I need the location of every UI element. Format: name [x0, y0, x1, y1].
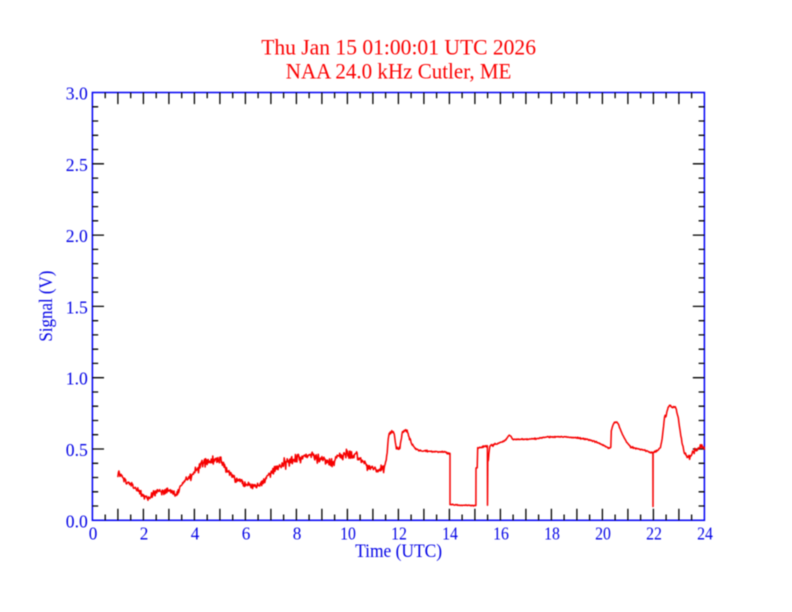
svg-text:Time (UTC): Time (UTC) [355, 542, 442, 562]
svg-text:18: 18 [544, 524, 560, 544]
svg-text:14: 14 [442, 524, 458, 544]
svg-text:4: 4 [191, 524, 200, 544]
svg-text:10: 10 [340, 524, 356, 544]
svg-text:2: 2 [140, 524, 149, 544]
svg-text:20: 20 [595, 524, 611, 544]
svg-text:1.5: 1.5 [66, 297, 88, 317]
svg-text:2.5: 2.5 [66, 155, 88, 175]
svg-text:Thu Jan 15 01:00:01 UTC 2026: Thu Jan 15 01:00:01 UTC 2026 [261, 35, 536, 60]
svg-text:12: 12 [391, 524, 407, 544]
svg-text:16: 16 [493, 524, 509, 544]
svg-text:3.0: 3.0 [66, 84, 88, 104]
svg-text:NAA 24.0 kHz Cutler, ME: NAA 24.0 kHz Cutler, ME [286, 59, 512, 84]
svg-text:6: 6 [242, 524, 251, 544]
svg-text:22: 22 [646, 524, 662, 544]
svg-text:2.0: 2.0 [66, 226, 88, 246]
svg-text:8: 8 [293, 524, 302, 544]
svg-text:1.0: 1.0 [66, 369, 88, 389]
svg-text:0.0: 0.0 [66, 511, 88, 531]
svg-text:0.5: 0.5 [66, 440, 88, 460]
svg-text:Signal (V): Signal (V) [37, 271, 57, 342]
svg-text:24: 24 [697, 524, 713, 544]
svg-text:0: 0 [89, 524, 98, 544]
